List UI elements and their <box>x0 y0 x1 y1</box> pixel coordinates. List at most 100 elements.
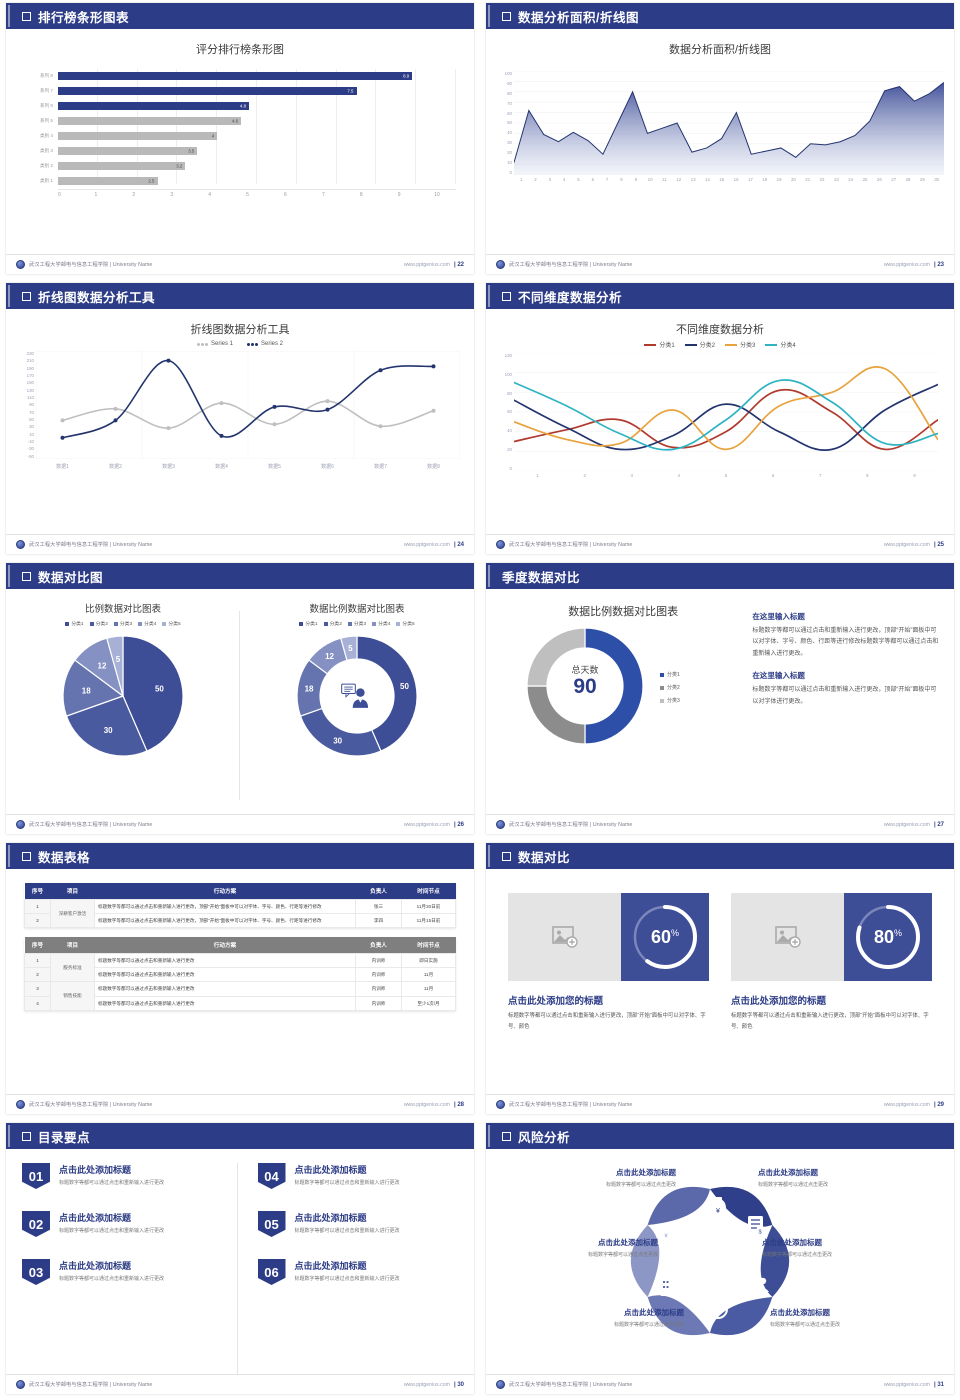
footer-url: www.pptgenius.com <box>883 1101 930 1108</box>
legend-label: 分类2 <box>667 685 680 691</box>
x-tick: 4 <box>208 192 212 198</box>
cell-index: 1 <box>24 953 51 969</box>
x-tick: 24 <box>848 177 854 182</box>
table-row: 1 服务标准 标题数字等都可以通过点击和重新输入进行更改 内训师 即日实施 <box>24 953 456 983</box>
text-title-1: 在这里输入标题 <box>752 612 805 621</box>
y-tick: 130 <box>26 387 34 393</box>
catalog-item[interactable]: 05 点击此处添加标题 标题数字等都可以通过点击和重新输入进行更改 <box>257 1211 459 1237</box>
table-header-cell: 时间节点 <box>401 937 456 954</box>
chart-legend: 分类1 分类2 分类3 分类4 <box>486 340 954 349</box>
cell-project: 深耕客户激活 <box>50 898 95 929</box>
bar-value: 8.9 <box>403 73 410 78</box>
catalog-item[interactable]: 06 点击此处添加标题 标题数字等都可以通过点击和重新输入进行更改 <box>257 1259 459 1285</box>
doughnut-center: 总天数 90 <box>522 663 648 697</box>
x-tick: 1 <box>536 473 539 478</box>
cell-index: 2 <box>24 967 51 983</box>
cell-owner: 内训师 <box>355 967 402 983</box>
cell-action: 标题数字等都可以通过点击和重新输入进行更改，顶部“开始”面板中可以对字体、字号、… <box>94 898 356 915</box>
risk-item[interactable]: 点击此处添加标题 标题数字等都可以通过点击更改 <box>762 1237 894 1258</box>
catalog-item[interactable]: 03 点击此处添加标题 标题数字等都可以通过点击和重新输入进行更改 <box>22 1259 223 1285</box>
catalog-item[interactable]: 02 点击此处添加标题 标题数字等都可以通过点击和重新输入进行更改 <box>22 1211 223 1237</box>
bar-row: 系列 8 8.9 <box>24 69 456 82</box>
catalog-body: 标题数字等都可以通过点击和重新输入进行更改 <box>294 1228 400 1234</box>
y-tick: 20 <box>507 150 512 156</box>
image-placeholder[interactable] <box>508 893 621 981</box>
footer-org: 武汉工程大学邮电与信息工程学院 | University Name <box>29 262 153 268</box>
card-body: 标题数字等都可以通过点击和重新输入进行更改，顶部“开始”面板中可以对字体、字号、… <box>508 1013 706 1030</box>
footer-org: 武汉工程大学邮电与信息工程学院 | University Name <box>509 542 633 548</box>
center-value: 90 <box>573 675 597 698</box>
legend-swatch <box>65 621 70 626</box>
risk-item[interactable]: 点击此处添加标题 标题数字等都可以通过点击更改 <box>544 1167 676 1188</box>
risk-title: 点击此处添加标题 <box>770 1308 830 1317</box>
x-tick: 数据2 <box>109 464 122 470</box>
x-tick: 数据6 <box>321 464 334 470</box>
catalog-number-badge: 04 <box>257 1163 286 1189</box>
risk-body: 标题数字等都可以通过点击更改 <box>605 1182 676 1188</box>
legend-item: 分类2 <box>660 684 680 691</box>
catalog-body: 标题数字等都可以通过点击和重新输入进行更改 <box>294 1276 400 1282</box>
text-title-2: 在这里输入标题 <box>752 671 805 681</box>
risk-item[interactable]: 点击此处添加标题 标题数字等都可以通过点击更改 <box>552 1307 684 1328</box>
center-label: 总天数 <box>571 665 599 675</box>
x-tick: 8 <box>620 177 623 182</box>
legend-label: 分类1 <box>659 343 675 349</box>
legend-swatch <box>299 621 304 626</box>
legend-label: 分类3 <box>119 622 133 627</box>
slide-header: 数据对比 <box>486 843 954 869</box>
legend-item: 分类4 <box>372 620 390 627</box>
risk-item[interactable]: 点击此处添加标题 标题数字等都可以通过点击更改 <box>758 1167 890 1188</box>
footer-url: www.pptgenius.com <box>403 821 450 828</box>
card-media: 80% <box>731 893 932 981</box>
x-tick: 数据7 <box>374 464 387 470</box>
legend-label: 分类4 <box>780 343 796 349</box>
svg-text:18: 18 <box>82 686 91 695</box>
text-body-2: 标题数字等都可以通过点击和重新输入进行更改，顶部“开始”面板中可以对字体进行更改… <box>752 687 937 705</box>
x-tick: 20 <box>790 177 796 182</box>
y-tick: 30 <box>29 424 34 430</box>
legend-swatch <box>396 621 401 626</box>
bar-row: 系列 7 7.5 <box>24 84 456 97</box>
cell-action: 标题数字等都可以通过点击和重新输入进行更改 <box>94 995 356 1011</box>
x-tick: 10 <box>647 177 653 182</box>
slide-percent-comparison: 数据对比 60% 点击此处添加您的标题 标题数字等都可以通过点击和重新输入进行更改，… <box>480 840 960 1120</box>
bar-track: 3.5 <box>58 146 456 155</box>
risk-item[interactable]: 点击此处添加标题 标题数字等都可以通过点击更改 <box>526 1237 658 1258</box>
checkbox-icon <box>502 291 511 301</box>
pie-chart-block: 比例数据对比图表 分类1 分类2 分类3 分类4 分类5 50 30 18 12 5 <box>6 589 240 814</box>
page-number: | 22 <box>453 261 464 268</box>
page-number: | 30 <box>453 1381 464 1388</box>
legend-swatch <box>347 621 352 626</box>
slide-header: 排行榜条形图表 <box>6 3 474 29</box>
globe-icon <box>496 1380 505 1389</box>
bar-label: 系列 7 <box>39 87 53 93</box>
legend-marker <box>644 343 657 346</box>
footer: 武汉工程大学邮电与信息工程学院 | University Name www.pp… <box>486 254 954 274</box>
checkbox-icon <box>502 11 511 21</box>
y-tick: 10 <box>29 431 34 437</box>
y-tick: 50 <box>507 120 512 126</box>
chart-title: 数据分析面积/折线图 <box>668 44 772 56</box>
image-placeholder[interactable] <box>731 893 844 981</box>
risk-body: 标题数字等都可以通过点击更改 <box>613 1322 684 1328</box>
x-tick: 数据1 <box>56 464 69 470</box>
legend-label: 分类1 <box>71 622 84 627</box>
footer-url: www.pptgenius.com <box>883 1381 930 1388</box>
y-tick: 110 <box>27 395 34 401</box>
catalog-item[interactable]: 01 点击此处添加标题 标题数字等都可以通过点击和重新输入进行更改 <box>22 1163 223 1189</box>
catalog-item[interactable]: 04 点击此处添加标题 标题数字等都可以通过点击和重新输入进行更改 <box>257 1163 459 1189</box>
line-chart: 230 210 190 170 150 130 110 90 70 50 30 10 -10 -30 -50… <box>18 351 460 470</box>
x-axis: 1 2 3 4 5 6 7 8 9 10 11 12 13 14 15 16 17 18 19 20 21 22 23 24 2… <box>514 177 944 182</box>
legend-item: 分类3 <box>725 340 755 349</box>
card-body: 标题数字等都可以通过点击和重新输入进行更改，顶部“开始”面板中可以对字体、字号、… <box>731 1013 929 1030</box>
cell-project: 服务标准 <box>50 953 95 983</box>
risk-item[interactable]: 点击此处添加标题 标题数字等都可以通过点击更改 <box>770 1307 902 1328</box>
catalog-number-badge: 02 <box>22 1211 50 1237</box>
bar-label: 系列 8 <box>39 72 53 78</box>
legend-swatch <box>323 621 328 626</box>
legend-item: 分类5 <box>162 620 181 627</box>
cell-time: 11月 <box>401 981 456 997</box>
footer-org: 武汉工程大学邮电与信息工程学院 | University Name <box>29 542 153 548</box>
checkbox-icon <box>22 291 31 301</box>
checkbox-icon <box>22 1131 31 1141</box>
